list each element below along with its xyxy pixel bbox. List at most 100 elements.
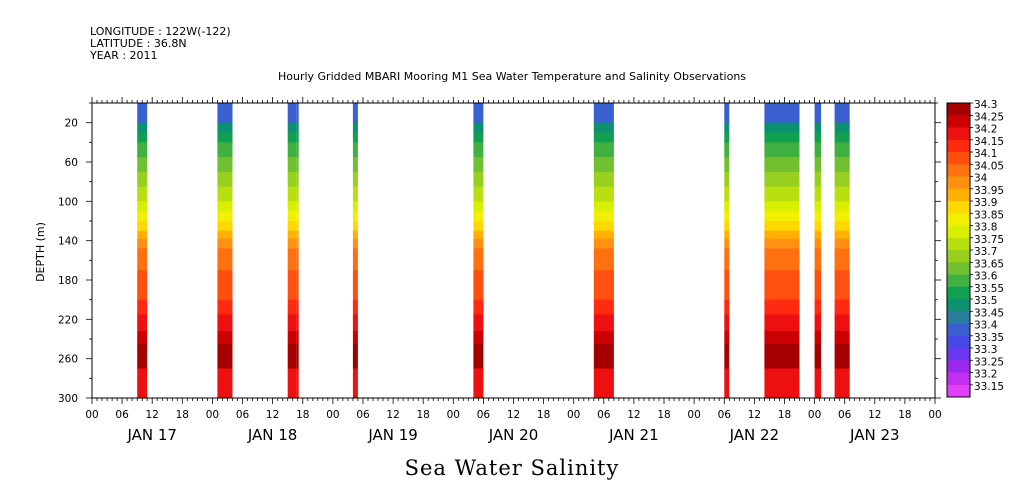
data-cell bbox=[352, 103, 358, 124]
latitude-label: LATITUDE : 36.8N bbox=[90, 37, 187, 50]
data-cell bbox=[473, 201, 484, 212]
data-cell bbox=[287, 221, 297, 232]
x-tick-label: 00 bbox=[206, 409, 219, 421]
data-cell bbox=[473, 270, 484, 301]
data-cell bbox=[593, 331, 614, 345]
x-tick-label: 12 bbox=[868, 409, 881, 421]
y-axis-label: DEPTH (m) bbox=[34, 222, 47, 282]
data-band bbox=[296, 103, 299, 399]
colorbar-label: 34.2 bbox=[974, 124, 997, 136]
data-cell bbox=[473, 343, 484, 369]
data-cell bbox=[473, 248, 484, 271]
x-tick-label: 06 bbox=[838, 409, 852, 421]
data-cell bbox=[137, 171, 148, 187]
x-tick-label: 18 bbox=[537, 409, 550, 421]
data-cell bbox=[814, 270, 822, 301]
colorbar-swatch bbox=[947, 335, 970, 349]
data-cell bbox=[287, 238, 297, 249]
data-cell bbox=[296, 122, 299, 133]
data-cell bbox=[814, 230, 822, 240]
data-cell bbox=[287, 132, 297, 143]
data-cell bbox=[593, 186, 614, 202]
data-band bbox=[814, 103, 822, 399]
data-cell bbox=[217, 299, 233, 315]
data-cell bbox=[834, 368, 850, 399]
data-cell bbox=[834, 314, 850, 332]
data-cell bbox=[287, 122, 297, 133]
data-cell bbox=[352, 230, 358, 240]
data-cell bbox=[217, 343, 233, 369]
x-tick-label: 06 bbox=[718, 409, 732, 421]
data-cell bbox=[296, 314, 299, 332]
data-cell bbox=[217, 157, 233, 173]
data-cell bbox=[724, 122, 730, 133]
colorbar-label: 34.25 bbox=[974, 111, 1004, 123]
data-cell bbox=[834, 238, 850, 249]
data-cell bbox=[473, 221, 484, 232]
data-cell bbox=[473, 368, 484, 399]
data-cell bbox=[814, 299, 822, 315]
colorbar-swatch bbox=[947, 372, 970, 386]
data-cell bbox=[593, 230, 614, 240]
colorbar-swatch bbox=[947, 127, 970, 141]
data-bands bbox=[137, 103, 850, 399]
colorbar: 34.334.2534.234.1534.134.053433.9533.933… bbox=[946, 99, 1004, 398]
data-cell bbox=[352, 142, 358, 158]
longitude-label: LONGITUDE : 122W(-122) bbox=[90, 25, 231, 38]
data-cell bbox=[724, 230, 730, 240]
x-day-label: JAN 17 bbox=[126, 426, 177, 444]
data-cell bbox=[287, 314, 297, 332]
x-tick-label: 06 bbox=[597, 409, 611, 421]
data-cell bbox=[217, 238, 233, 249]
data-cell bbox=[814, 211, 822, 222]
data-cell bbox=[724, 270, 730, 301]
colorbar-label: 33.15 bbox=[974, 381, 1004, 393]
x-day-label: JAN 20 bbox=[488, 426, 539, 444]
x-tick-label: 00 bbox=[326, 409, 339, 421]
data-cell bbox=[287, 248, 297, 271]
data-cell bbox=[764, 103, 800, 124]
colorbar-swatch bbox=[947, 213, 970, 226]
colorbar-swatch bbox=[947, 250, 970, 263]
colorbar-swatch bbox=[947, 384, 970, 398]
x-tick-label: 18 bbox=[176, 409, 189, 421]
data-band bbox=[473, 103, 484, 399]
data-cell bbox=[352, 314, 358, 332]
data-cell bbox=[764, 142, 800, 158]
y-tick-label: 20 bbox=[65, 118, 78, 130]
data-cell bbox=[296, 186, 299, 202]
data-cell bbox=[724, 314, 730, 332]
data-cell bbox=[593, 157, 614, 173]
data-cell bbox=[287, 171, 297, 187]
data-cell bbox=[814, 122, 822, 133]
x-day-label: JAN 23 bbox=[849, 426, 900, 444]
x-tick-label: 00 bbox=[447, 409, 460, 421]
data-cell bbox=[287, 142, 297, 158]
data-cell bbox=[814, 142, 822, 158]
colorbar-swatch bbox=[947, 286, 970, 300]
x-tick-label: 00 bbox=[808, 409, 821, 421]
data-band bbox=[217, 103, 233, 399]
data-cell bbox=[764, 122, 800, 133]
data-cell bbox=[473, 314, 484, 332]
colorbar-label: 34.15 bbox=[974, 136, 1004, 148]
data-band bbox=[593, 103, 614, 399]
data-cell bbox=[217, 314, 233, 332]
data-cell bbox=[834, 299, 850, 315]
data-cell bbox=[593, 314, 614, 332]
data-cell bbox=[217, 142, 233, 158]
data-band bbox=[724, 103, 730, 399]
data-cell bbox=[296, 211, 299, 222]
x-tick-label: 12 bbox=[627, 409, 640, 421]
colorbar-swatch bbox=[947, 262, 970, 275]
x-day-label: JAN 21 bbox=[608, 426, 659, 444]
data-cell bbox=[593, 103, 614, 124]
data-cell bbox=[352, 270, 358, 301]
data-cell bbox=[296, 103, 299, 124]
x-tick-label: 00 bbox=[85, 409, 98, 421]
chart-title: Hourly Gridded MBARI Mooring M1 Sea Wate… bbox=[278, 70, 746, 83]
data-cell bbox=[764, 132, 800, 143]
data-cell bbox=[287, 368, 297, 399]
data-cell bbox=[834, 343, 850, 369]
data-cell bbox=[137, 221, 148, 232]
